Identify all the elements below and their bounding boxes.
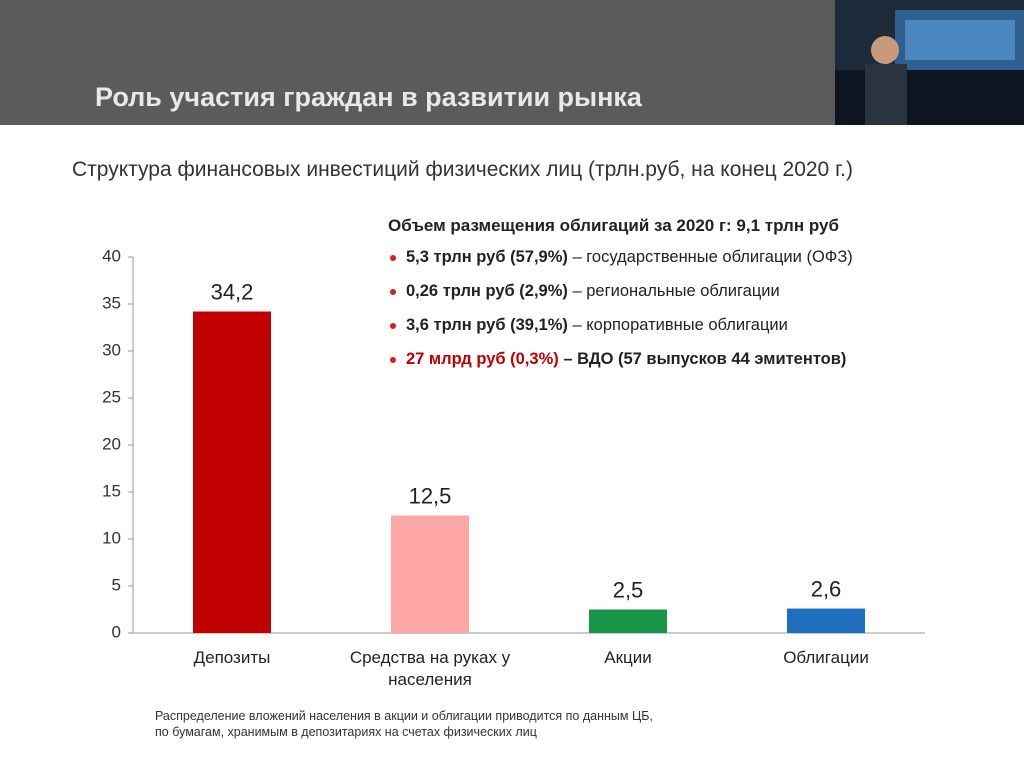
- bond-amount: 5,3 трлн руб (57,9%): [406, 248, 568, 266]
- slide-title: Роль участия граждан в развитии рынка: [95, 82, 642, 112]
- y-tick-label: 20: [102, 434, 121, 453]
- bond-item: 3,6 трлн руб (39,1%) – корпоративные обл…: [388, 316, 853, 350]
- bond-item: 0,26 трлн руб (2,9%) – региональные обли…: [388, 282, 853, 316]
- value-label: 2,6: [811, 576, 842, 601]
- bond-amount: 27 млрд руб (0,3%): [406, 350, 559, 368]
- x-tick-label: Акции: [604, 648, 652, 667]
- bond-info: Объем размещения облигаций за 2020 г: 9,…: [388, 216, 853, 384]
- bar: [391, 515, 469, 633]
- y-tick-label: 10: [102, 528, 121, 547]
- bond-desc: – региональные облигации: [572, 282, 780, 300]
- y-tick-label: 15: [102, 481, 121, 500]
- footnote: Распределение вложений населения в акции…: [155, 708, 653, 740]
- y-tick-label: 5: [112, 575, 121, 594]
- bond-desc: – государственные облигации (ОФЗ): [572, 248, 853, 266]
- bar: [193, 311, 271, 633]
- y-tick-label: 35: [102, 293, 121, 312]
- bond-desc: – ВДО (57 выпусков 44 эмитентов): [563, 350, 847, 368]
- x-tick-label: Депозиты: [193, 648, 271, 667]
- bond-desc: – корпоративные облигации: [572, 316, 788, 334]
- bar: [589, 609, 667, 633]
- bond-item: 27 млрд руб (0,3%) – ВДО (57 выпусков 44…: [388, 350, 853, 384]
- value-label: 34,2: [211, 279, 254, 304]
- bond-item: 5,3 трлн руб (57,9%) – государственные о…: [388, 248, 853, 282]
- bond-amount: 3,6 трлн руб (39,1%): [406, 316, 568, 334]
- y-tick-label: 40: [102, 246, 121, 265]
- bond-list: 5,3 трлн руб (57,9%) – государственные о…: [388, 248, 853, 384]
- value-label: 2,5: [613, 577, 644, 602]
- value-label: 12,5: [409, 483, 452, 508]
- y-tick-label: 25: [102, 387, 121, 406]
- chart-title: Структура финансовых инвестиций физическ…: [72, 158, 853, 181]
- header-band: [0, 0, 835, 125]
- y-tick-label: 30: [102, 340, 121, 359]
- bond-amount: 0,26 трлн руб (2,9%): [406, 282, 568, 300]
- x-tick-label: Средства на руках у населения: [349, 648, 511, 689]
- bar: [787, 608, 865, 633]
- footnote-line: по бумагам, хранимым в депозитариях на с…: [155, 725, 537, 739]
- header-photo: [835, 0, 1024, 125]
- bond-title: Объем размещения облигаций за 2020 г: 9,…: [388, 216, 839, 235]
- x-tick-label: Облигации: [783, 648, 869, 667]
- y-tick-label: 0: [112, 622, 121, 641]
- footnote-line: Распределение вложений населения в акции…: [155, 709, 653, 723]
